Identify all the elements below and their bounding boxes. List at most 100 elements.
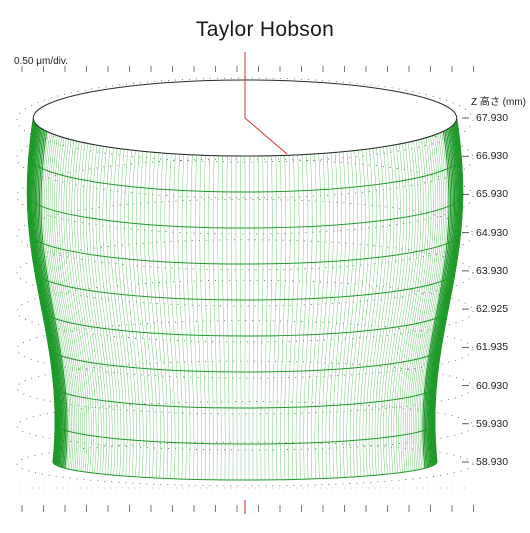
mesh-generator-line <box>82 143 105 475</box>
mesh-generator-line <box>152 152 165 479</box>
mesh-generator-line <box>68 140 92 473</box>
mesh-generator-line <box>143 151 158 479</box>
mesh-generator-line <box>339 150 355 478</box>
mesh-generator-line <box>377 145 398 475</box>
mesh-generator-line <box>329 151 343 479</box>
mesh-generator-line <box>32 126 61 467</box>
mesh-generator-line <box>47 134 74 470</box>
mesh-generator-line <box>412 135 439 471</box>
z-axis-tick-label: 67.930 <box>476 112 509 124</box>
mesh-generator-line <box>426 128 454 468</box>
mesh-generator-line <box>79 142 102 474</box>
mesh-generator-line <box>395 140 419 473</box>
mesh-generator-line <box>231 155 234 481</box>
mesh-generator-line <box>276 155 282 480</box>
mesh-generator-line <box>95 145 116 476</box>
mesh-generator-line <box>405 138 430 472</box>
mesh-generator-line <box>29 123 58 465</box>
mesh-generator-line <box>299 154 309 480</box>
mesh-generator-line <box>33 127 62 467</box>
mesh-generator-line <box>288 154 295 480</box>
mesh-generator-line <box>40 131 68 469</box>
mesh-ring <box>52 461 438 481</box>
mesh-generator-line <box>164 153 176 479</box>
mesh-generator-line <box>411 136 436 471</box>
mesh-generator-line <box>422 131 450 469</box>
mesh-generator-line <box>56 136 81 472</box>
mesh-generator-line <box>349 149 366 478</box>
mesh-generator-line <box>284 155 291 480</box>
mesh-generator-line <box>429 126 458 467</box>
cylinder-mesh <box>26 79 464 481</box>
mesh-generator-line <box>252 156 255 480</box>
mesh-generator-line <box>248 155 250 480</box>
reference-dot-circles <box>16 77 474 487</box>
mesh-ring <box>53 385 437 409</box>
reference-line-path <box>244 52 288 155</box>
brand-title: Taylor Hobson <box>195 18 335 41</box>
mesh-ring <box>48 347 442 373</box>
mesh-generator-line <box>217 155 222 480</box>
mesh-generator-line <box>37 129 66 468</box>
mesh-generator-line <box>321 152 334 479</box>
mesh-generator-line <box>31 125 60 466</box>
mesh-ring <box>34 270 456 301</box>
mesh-generator-line <box>181 154 191 480</box>
mesh-generator-line <box>102 146 122 476</box>
mesh-generator-line <box>120 149 137 477</box>
mesh-generator-line <box>49 134 76 471</box>
reference-circle <box>16 118 474 199</box>
mesh-ring <box>26 194 464 229</box>
mesh-generator-line <box>199 155 206 480</box>
mesh-generator-line <box>63 138 88 473</box>
mesh-generator-line <box>139 151 154 478</box>
mesh-generator-line <box>109 147 128 477</box>
mesh-generator-line <box>307 153 317 480</box>
mesh-generator-line <box>38 130 67 468</box>
mesh-generator-line <box>173 153 183 480</box>
mesh-generator-line <box>423 130 452 468</box>
mesh-generator-line <box>221 155 226 480</box>
mesh-generator-line <box>195 154 202 480</box>
z-axis-tick-label: 65.930 <box>476 188 509 201</box>
z-axis-tick-label: 64.930 <box>476 226 509 239</box>
mesh-generator-line <box>336 151 351 478</box>
mesh-generator-line <box>89 144 110 475</box>
mesh-generator-line <box>208 155 214 480</box>
mesh-generator-line <box>268 155 273 480</box>
z-axis-tick-label: 66.930 <box>476 150 509 163</box>
scale-label: 0.50 μm/div. <box>14 56 68 67</box>
mesh-generator-line <box>106 147 125 476</box>
reference-circle <box>16 360 474 415</box>
mesh-generator-line <box>77 142 99 474</box>
reference-circle <box>16 320 474 379</box>
mesh-generator-line <box>186 154 195 480</box>
mesh-generator-line <box>240 155 242 480</box>
mesh-generator-line <box>414 134 441 471</box>
reference-circle <box>16 239 474 307</box>
mesh-generator-line <box>99 146 119 476</box>
mesh-generator-line <box>391 142 413 474</box>
mesh-generator-line <box>256 155 259 481</box>
reference-circle <box>16 198 474 271</box>
mesh-generator-line <box>34 128 63 467</box>
mesh-ring <box>54 423 436 445</box>
mesh-generator-line <box>58 137 83 472</box>
reference-circle <box>16 441 474 487</box>
mesh-generator-line <box>260 155 264 480</box>
mesh-generator-line <box>160 152 172 479</box>
z-axis-tick-label: 61.935 <box>476 341 509 354</box>
mesh-generator-line <box>407 137 432 472</box>
mesh-generator-line <box>30 125 60 466</box>
mesh-ring <box>28 232 462 265</box>
mesh-generator-line <box>356 148 374 477</box>
mesh-generator-line <box>310 153 322 479</box>
mesh-generator-line <box>92 145 113 475</box>
mesh-generator-line <box>428 127 457 467</box>
mesh-generator-line <box>374 145 395 476</box>
mesh-generator-line <box>421 131 448 469</box>
mesh-generator-line <box>434 117 464 463</box>
mesh-generator-line <box>168 153 180 479</box>
mesh-generator-line <box>60 138 85 472</box>
